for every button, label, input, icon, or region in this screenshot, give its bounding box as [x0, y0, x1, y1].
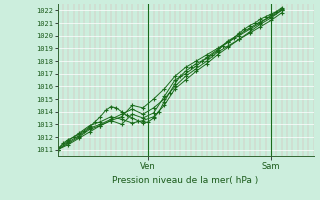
X-axis label: Pression niveau de la mer( hPa ): Pression niveau de la mer( hPa ): [112, 176, 259, 185]
